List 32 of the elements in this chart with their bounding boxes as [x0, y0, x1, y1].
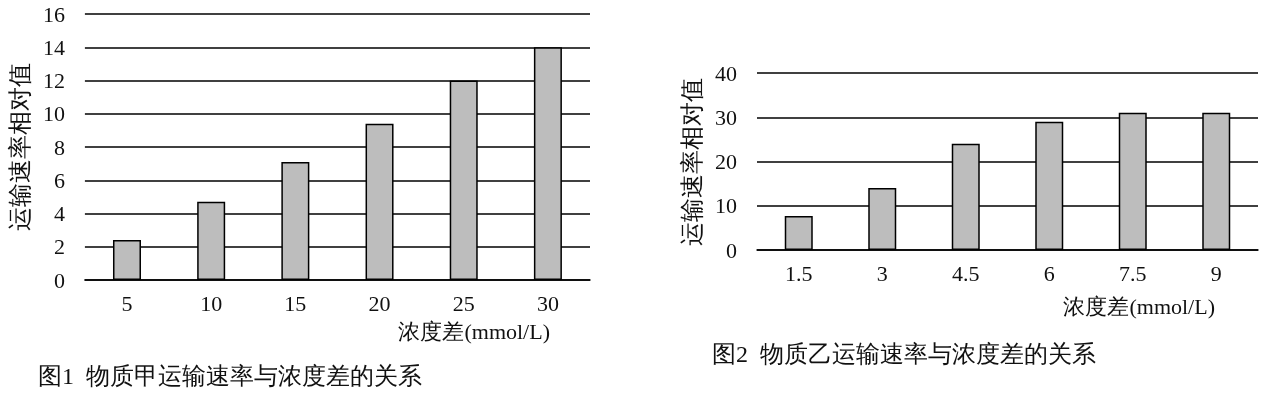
y-tick-label: 40	[715, 60, 737, 86]
text: 图2 物质乙运输速率与浓度差的关系	[712, 341, 1096, 367]
x-tick-label: 30	[536, 290, 559, 316]
y-tick-label: 6	[53, 167, 65, 193]
text: 图1 物质甲运输速率与浓度差的关系	[38, 363, 422, 389]
y-tick-label: 8	[53, 134, 65, 160]
x-tick-label: 1.5	[785, 260, 813, 286]
y-tick-label: 0	[726, 237, 737, 263]
y-tick-label: 2	[53, 234, 65, 260]
x-tick-label: 5	[121, 290, 133, 316]
x-tick-label: 25	[452, 290, 475, 316]
x-tick-label: 15	[284, 290, 307, 316]
x-tick-label: 3	[876, 260, 888, 286]
x-tick-label: 7.5	[1119, 260, 1147, 286]
y-tick-label: 0	[53, 267, 65, 293]
y-tick-label: 12	[42, 68, 65, 93]
y-tick-label: 14	[42, 34, 65, 60]
y-axis-title: 运输速率相对值	[679, 77, 706, 246]
y-tick-label: 10	[715, 193, 737, 219]
x-tick-label: 4.5	[952, 260, 980, 286]
x-tick-label: 9	[1210, 260, 1222, 286]
x-axis-title: 浓度差(mmol/L)	[1063, 293, 1216, 319]
x-tick-label: 20	[368, 290, 391, 316]
x-tick-label: 10	[200, 290, 223, 316]
y-tick-label: 4	[53, 201, 65, 226]
y-tick-label: 30	[715, 104, 737, 130]
y-tick-label: 10	[42, 101, 65, 127]
y-tick-label: 16	[42, 1, 65, 27]
y-tick-label: 20	[715, 149, 737, 174]
x-tick-label: 6	[1043, 260, 1055, 286]
y-axis-title: 运输速率相对值	[7, 63, 33, 231]
x-axis-title: 浓度差(mmol/L)	[398, 318, 551, 344]
